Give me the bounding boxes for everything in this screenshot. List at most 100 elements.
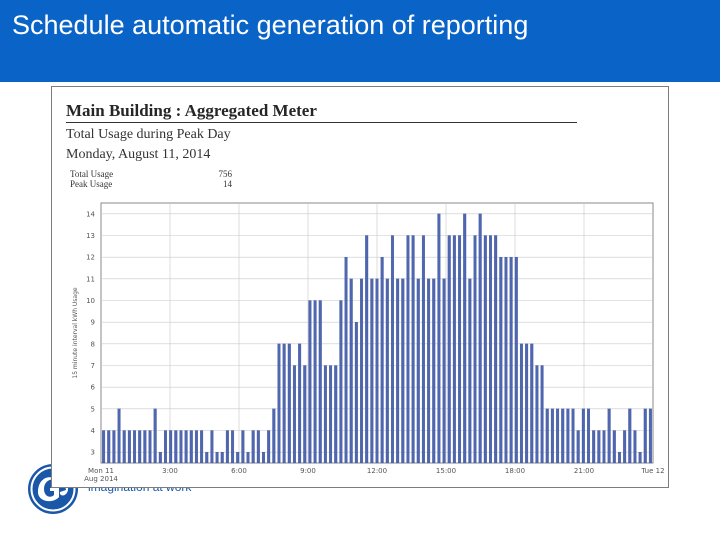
stat-label: Peak Usage	[70, 179, 113, 189]
chart-bar	[411, 235, 415, 464]
chart-bar	[251, 430, 255, 464]
chart-bar	[256, 430, 260, 464]
y-tick-label: 9	[91, 319, 95, 327]
chart-bar	[447, 235, 451, 464]
report-image: Main Building : Aggregated Meter Total U…	[51, 86, 669, 488]
chart-bar	[323, 365, 327, 464]
chart-bar	[442, 278, 446, 464]
chart-bar	[561, 408, 565, 464]
chart-bar	[272, 408, 276, 464]
stat-peak-usage: Peak Usage 14	[70, 179, 232, 190]
x-tick-label: 12:00	[367, 467, 387, 475]
y-tick-label: 4	[91, 427, 96, 435]
chart-bar	[427, 278, 431, 464]
stat-value: 756	[218, 169, 233, 179]
x-tick-label: 3:00	[162, 467, 178, 475]
stat-total-usage: Total Usage 756	[70, 169, 232, 180]
chart-bar	[262, 452, 265, 464]
chart-bar	[535, 365, 539, 464]
chart-bar	[416, 278, 420, 464]
chart-bar	[571, 408, 575, 464]
chart-bar	[617, 452, 621, 464]
chart-bar	[390, 235, 394, 464]
chart-bar	[313, 300, 317, 464]
chart-bar	[380, 257, 384, 464]
report-title: Main Building : Aggregated Meter	[66, 101, 317, 120]
chart-bar	[329, 365, 333, 464]
y-tick-label: 7	[91, 362, 95, 370]
chart-bar	[452, 235, 456, 464]
y-tick-label: 5	[91, 405, 95, 413]
chart-bar	[509, 257, 513, 464]
chart-bar	[205, 452, 209, 464]
chart-bar	[406, 235, 410, 464]
chart-bar	[107, 430, 111, 464]
chart-bar	[623, 430, 627, 464]
chart-bar	[545, 408, 549, 464]
chart-bar	[365, 235, 369, 464]
chart-bar	[576, 430, 580, 464]
chart-bar	[318, 300, 322, 464]
chart-bar	[458, 235, 462, 464]
chart-bar	[344, 257, 348, 464]
x-tick-label: Tue 12	[640, 467, 664, 475]
chart-bar	[138, 430, 142, 464]
chart-bar	[396, 278, 400, 464]
chart-bar	[339, 300, 343, 464]
chart-bar	[607, 408, 611, 464]
x-tick-label: 6:00	[231, 467, 247, 475]
stat-value: 14	[223, 179, 232, 189]
x-tick-label: 9:00	[300, 467, 316, 475]
chart-bar	[215, 452, 219, 464]
chart-bar	[169, 430, 173, 464]
chart-bar	[127, 430, 131, 464]
slide-header: Schedule automatic generation of reporti…	[0, 0, 720, 82]
chart-bar	[184, 430, 188, 464]
chart-bar	[478, 213, 482, 464]
chart-bar	[349, 278, 353, 464]
slide-title: Schedule automatic generation of reporti…	[12, 10, 529, 40]
chart-bar	[628, 408, 632, 464]
chart-bar	[298, 343, 302, 464]
chart-bar	[592, 430, 596, 464]
chart-bar	[231, 430, 235, 464]
chart-bar	[375, 278, 379, 464]
chart-bar	[133, 430, 137, 464]
chart-bar	[225, 430, 229, 464]
chart-bar	[370, 278, 374, 464]
chart-bar	[499, 257, 503, 464]
x-tick-label: 21:00	[574, 467, 594, 475]
x-tick-label: 18:00	[505, 467, 525, 475]
y-tick-label: 13	[86, 232, 95, 240]
chart-bar	[550, 408, 554, 464]
chart-bar	[587, 408, 591, 464]
chart-bar	[220, 452, 224, 464]
chart-bar	[540, 365, 544, 464]
chart-bar	[385, 278, 389, 464]
chart-bar	[612, 430, 616, 464]
chart-bar	[514, 257, 518, 464]
y-tick-label: 10	[86, 297, 95, 305]
x-tick-label: Mon 11	[88, 467, 114, 475]
chart-bar	[597, 430, 601, 464]
chart-bar	[463, 213, 467, 464]
chart-bar	[246, 452, 250, 464]
chart-bar	[494, 235, 498, 464]
chart-bar	[473, 235, 477, 464]
chart-bar	[210, 430, 214, 464]
chart-bar	[489, 235, 492, 464]
chart-bar	[643, 408, 647, 464]
title-divider	[66, 122, 577, 123]
chart-bar	[519, 343, 523, 464]
chart-bar	[267, 430, 271, 464]
chart-bar	[163, 430, 167, 464]
chart-bar	[504, 257, 508, 464]
chart-bar	[360, 278, 364, 464]
chart-bar	[648, 408, 652, 464]
chart-bar	[468, 278, 472, 464]
x-tick-sublabel: Aug 2014	[84, 475, 118, 483]
chart-bar	[437, 213, 441, 464]
chart-bar	[153, 408, 157, 464]
chart-bar	[174, 430, 178, 464]
